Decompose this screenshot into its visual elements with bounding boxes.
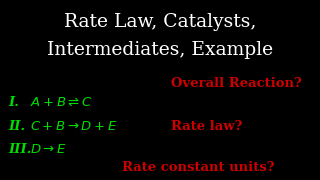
Text: I.: I. <box>8 96 19 109</box>
Text: Intermediates, Example: Intermediates, Example <box>47 41 273 59</box>
Text: Rate law?: Rate law? <box>171 120 243 132</box>
Text: $D \rightarrow E$: $D \rightarrow E$ <box>30 143 67 156</box>
Text: Rate constant units?: Rate constant units? <box>122 161 274 174</box>
Text: $A + B \rightleftharpoons C$: $A + B \rightleftharpoons C$ <box>30 96 93 109</box>
Text: III.: III. <box>8 143 31 156</box>
Text: Overall Reaction?: Overall Reaction? <box>171 77 302 90</box>
Text: Rate Law, Catalysts,: Rate Law, Catalysts, <box>64 13 256 31</box>
Text: II.: II. <box>8 120 25 132</box>
Text: $C + B \rightarrow D + E$: $C + B \rightarrow D + E$ <box>30 120 118 132</box>
